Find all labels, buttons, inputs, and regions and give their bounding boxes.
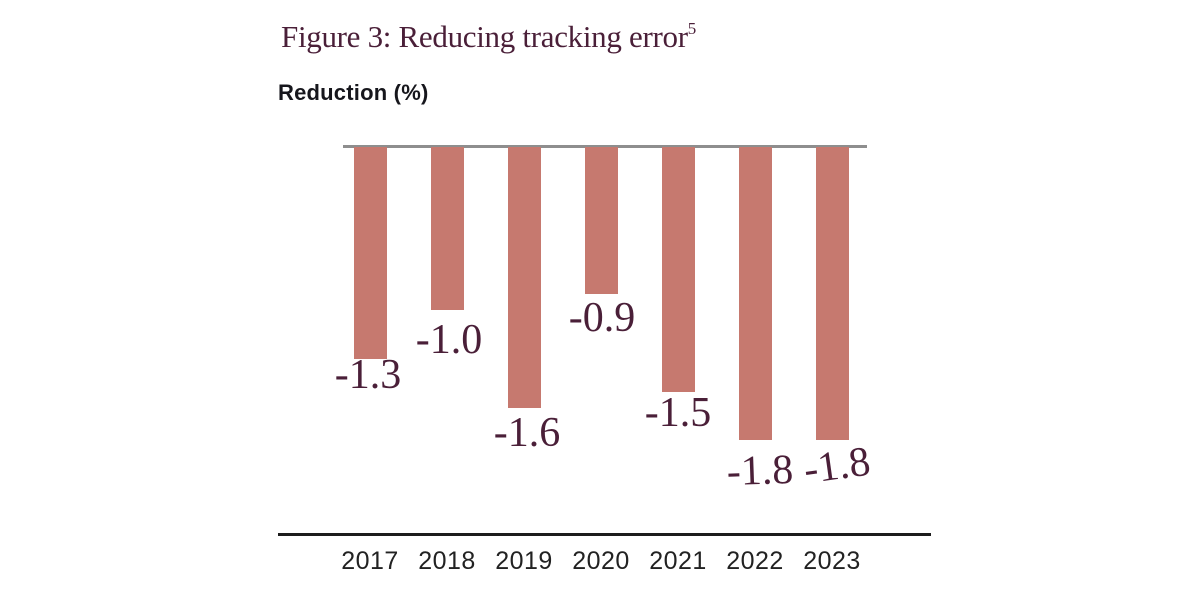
y-axis-label: Reduction (%)	[278, 80, 429, 105]
bar-2023	[815, 147, 849, 440]
bar-2022	[738, 147, 772, 440]
x-axis-line	[278, 533, 931, 536]
value-label-2021: -1.5	[644, 390, 712, 436]
x-tick-2017: 2017	[341, 547, 399, 575]
bar-2020	[584, 147, 618, 294]
x-tick-2018: 2018	[418, 547, 476, 575]
bar-2018	[430, 147, 464, 310]
bar-2021	[661, 147, 695, 392]
zero-baseline	[343, 145, 867, 148]
value-label-2023: -1.8	[800, 438, 874, 494]
x-tick-2023: 2023	[803, 547, 861, 575]
value-label-2017: -1.3	[334, 352, 402, 398]
value-label-2018: -1.0	[415, 317, 483, 363]
x-tick-2019: 2019	[495, 547, 553, 575]
x-tick-2020: 2020	[572, 547, 630, 575]
x-tick-2022: 2022	[726, 547, 784, 575]
bar-2019	[507, 147, 541, 408]
figure-title-text: Figure 3: Reducing tracking error	[281, 19, 688, 54]
value-label-2020: -0.9	[568, 295, 636, 341]
footnote-marker: 5	[687, 19, 697, 38]
x-tick-2021: 2021	[649, 547, 707, 575]
value-label-2022: -1.8	[725, 446, 795, 496]
bar-2017	[353, 147, 387, 359]
value-label-2019: -1.6	[493, 410, 561, 456]
figure-title: Figure 3: Reducing tracking error5	[281, 19, 696, 55]
